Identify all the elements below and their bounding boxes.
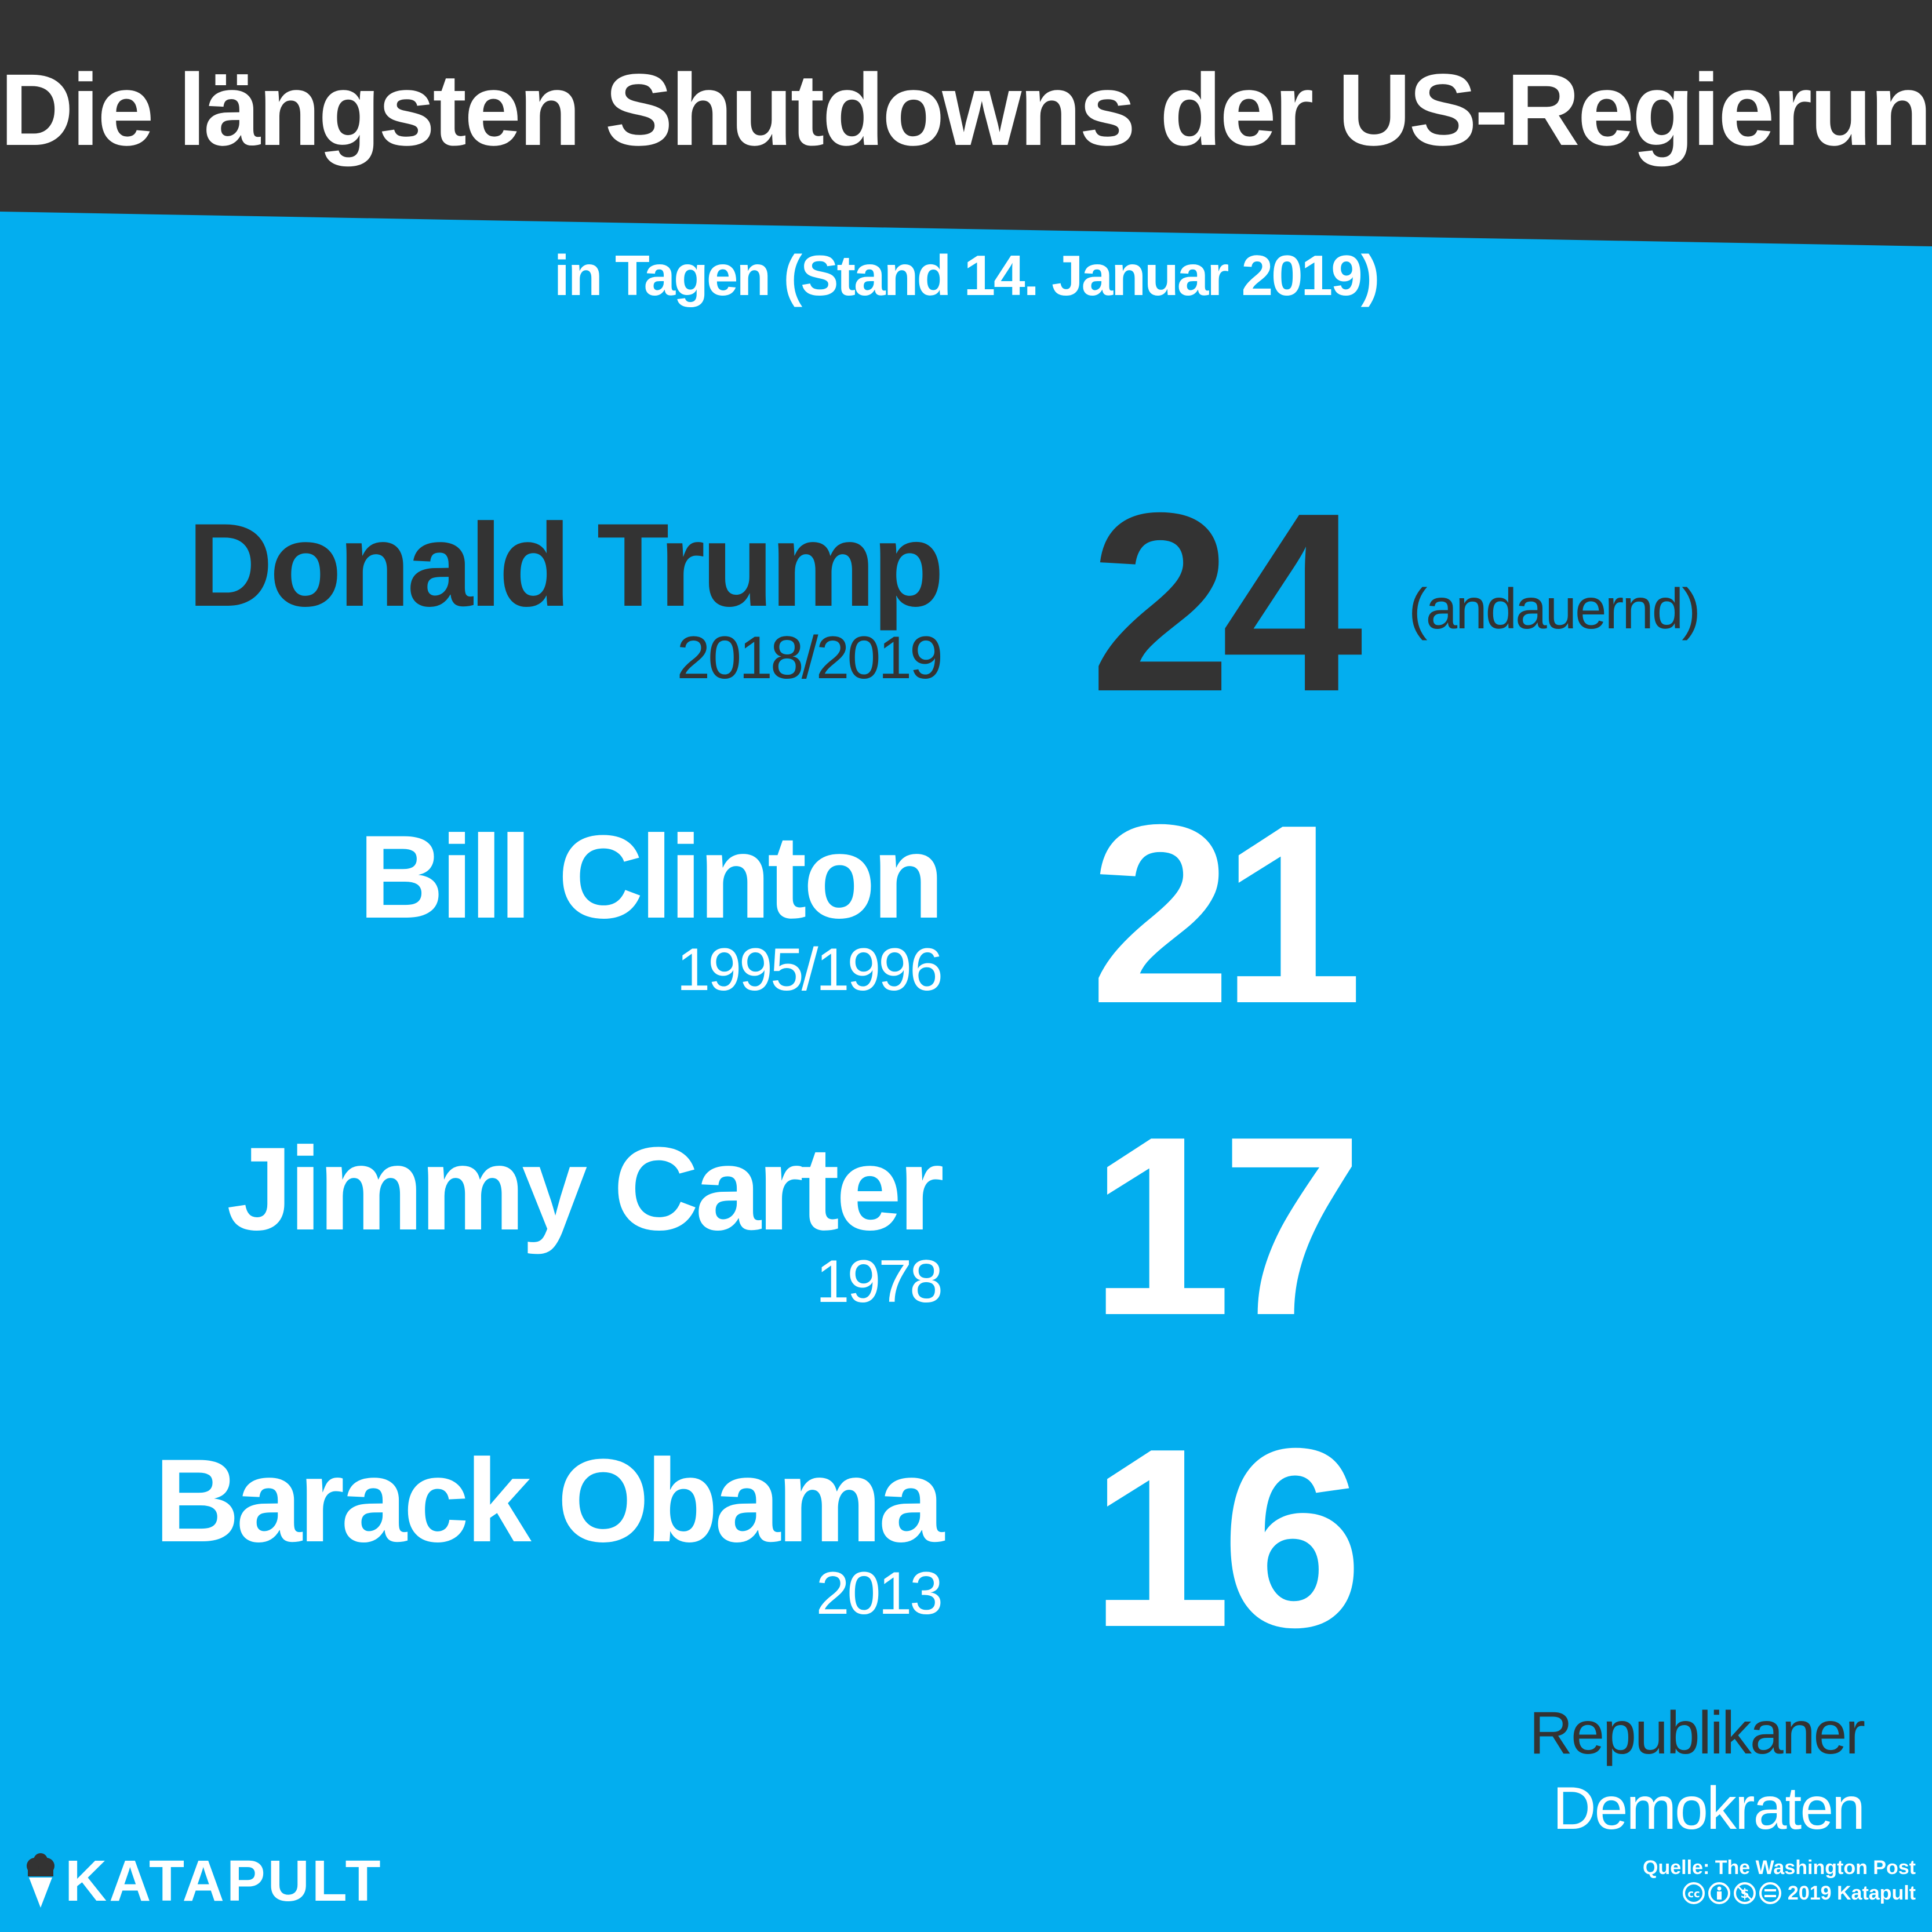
shutdown-days-value: 16 [1090,1396,1363,1680]
shutdown-row-bill-clinton: Bill Clinton 1995/1996 21 [0,787,1932,1123]
footer: Quelle: The Washington Post cc $ [1643,1855,1916,1906]
katapult-logo-icon [27,1853,54,1908]
president-name: Jimmy Carter [227,1123,944,1255]
license-line: cc $ 2019 Katapult [1643,1880,1916,1906]
cc-icon: cc [1682,1882,1705,1904]
svg-text:cc: cc [1687,1888,1700,1900]
license-icons: cc $ [1682,1882,1781,1904]
chart-subtitle: in Tagen (Stand 14. Januar 2019) [554,243,1380,307]
shutdown-days-value: 24 [1090,460,1363,745]
ongoing-note: (andauernd) [1409,577,1701,641]
brand-name: KATAPULT [65,1849,383,1913]
shutdown-row-donald-trump: Donald Trump 2018/2019 24 (andauernd) [0,475,1932,812]
shutdown-row-jimmy-carter: Jimmy Carter 1978 17 [0,1099,1932,1435]
chart-title: Die längsten Shutdowns der US-Regierung [0,53,1932,167]
nc-icon: $ [1733,1882,1756,1904]
legend-entry-republikaner: Republikaner [1529,1700,1865,1767]
shutdown-year: 1995/1996 [676,936,943,1003]
president-name: Barack Obama [154,1435,944,1567]
shutdown-days-value: 17 [1090,1084,1363,1369]
shutdown-year: 1978 [816,1248,943,1315]
shutdown-row-barack-obama: Barack Obama 2013 16 [0,1411,1932,1747]
copyright-text: 2019 Katapult [1787,1882,1916,1904]
shutdown-year: 2018/2019 [676,624,943,692]
shutdown-days-value: 21 [1090,772,1363,1057]
brand: KATAPULT [23,1849,383,1913]
president-name: Donald Trump [187,499,944,631]
shutdown-year: 2013 [816,1560,943,1627]
source-text: Quelle: The Washington Post [1643,1857,1916,1879]
title-banner-shape [0,0,1932,246]
by-icon [1708,1882,1730,1904]
legend-entry-demokraten: Demokraten [1552,1775,1865,1842]
title-banner [0,0,1932,249]
nd-icon [1759,1882,1781,1904]
president-name: Bill Clinton [358,811,944,943]
